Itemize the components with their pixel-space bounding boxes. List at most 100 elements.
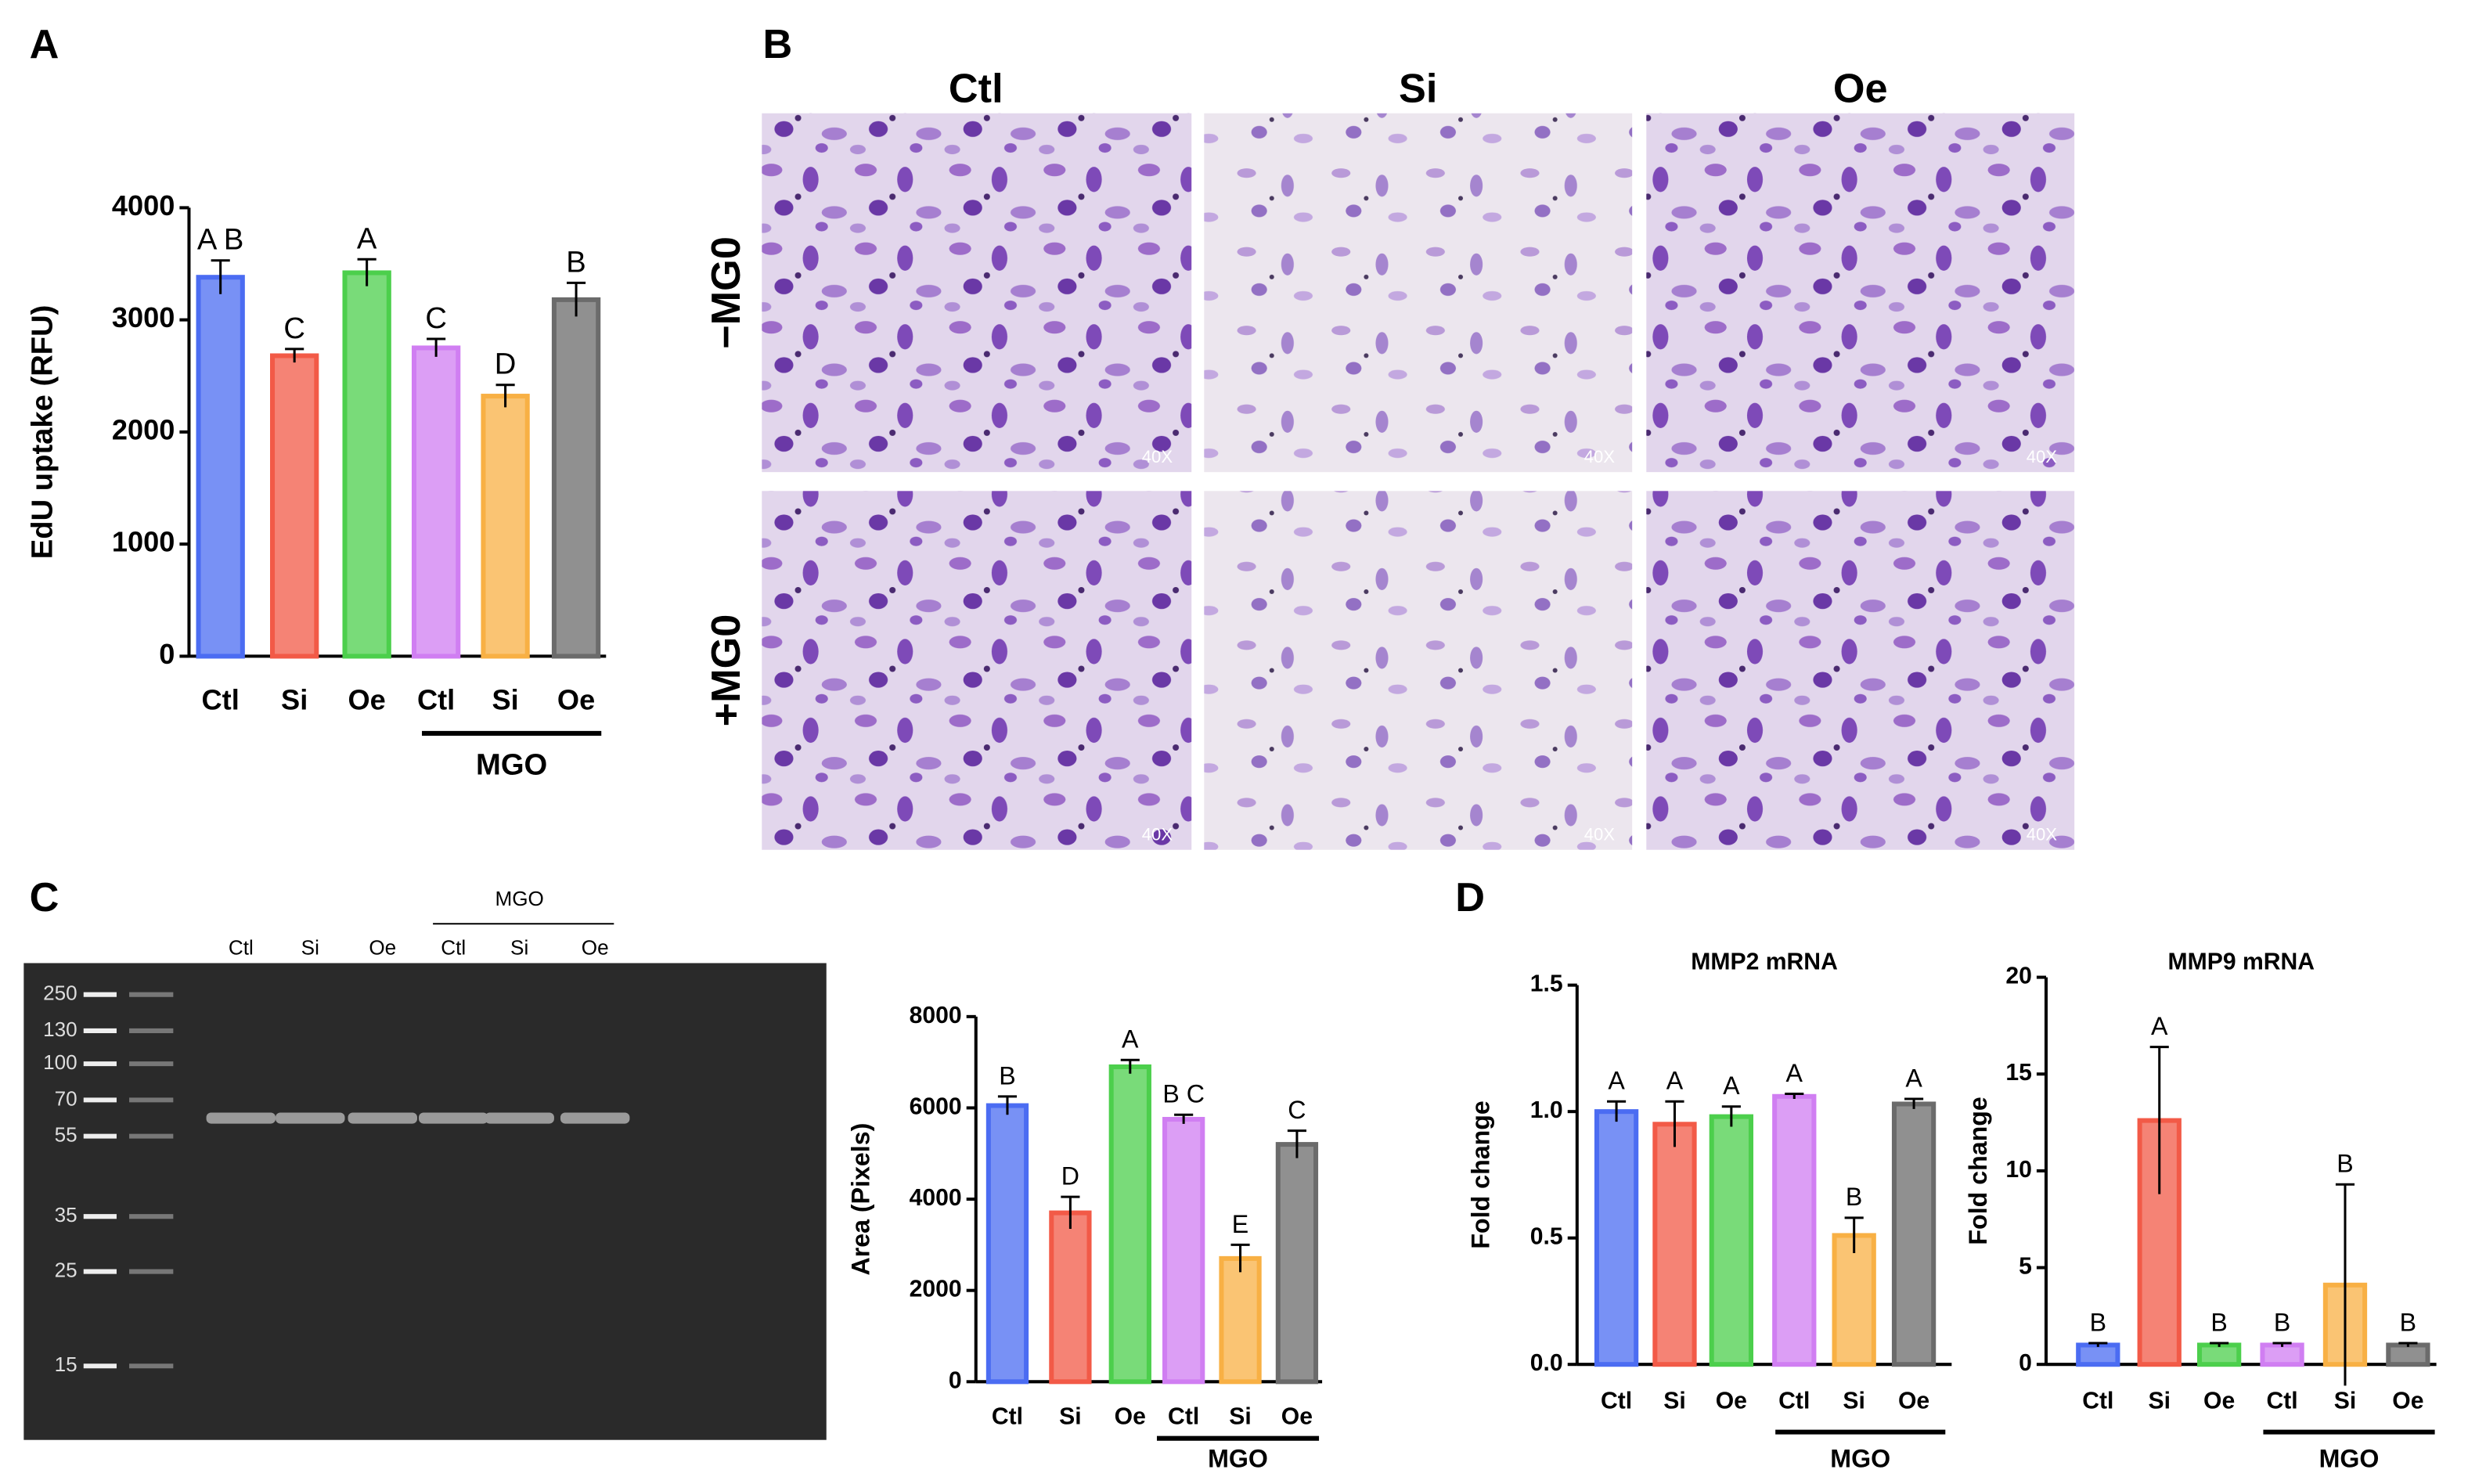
error-bar [1844, 1216, 1864, 1254]
y-tick-label: 1.5 [1530, 971, 1563, 997]
x-tick-label: Si [2334, 1388, 2356, 1414]
y-tick-label: 0 [159, 638, 175, 670]
ladder-label: 55 [55, 1123, 77, 1147]
significance-letter: A [357, 222, 377, 255]
x-tick-label: Ctl [2082, 1388, 2113, 1414]
x-tick-label: Si [492, 683, 518, 715]
micrographs [762, 113, 2075, 850]
ladder-label: 130 [43, 1018, 77, 1041]
error-bar [1721, 1105, 1741, 1127]
error-bar [1607, 1100, 1627, 1122]
gel-band [348, 1112, 417, 1124]
bar [2196, 1342, 2242, 1367]
significance-letter: A [1608, 1067, 1625, 1095]
y-tick-label: 3000 [112, 301, 175, 333]
bar [1772, 1093, 1817, 1367]
significance-letter: D [1061, 1162, 1079, 1190]
significance-letter: B [1846, 1183, 1862, 1211]
x-tick-label: Oe [348, 683, 386, 715]
chart-title: MMP2 mRNA [1691, 949, 1838, 974]
y-tick-label: 1.0 [1530, 1097, 1563, 1123]
error-bar [357, 258, 377, 286]
x-tick-label: Oe [2392, 1388, 2423, 1414]
x-tick-label: Ctl [992, 1404, 1023, 1430]
y-axis-label: EdU uptake (RFU) [26, 305, 59, 560]
x-tick-label: Ctl [1601, 1388, 1632, 1414]
significance-letter: B C [1162, 1080, 1205, 1108]
error-bar [2272, 1342, 2292, 1347]
bar [1832, 1233, 1876, 1367]
y-tick-label: 2000 [910, 1277, 962, 1302]
error-bar [2335, 1183, 2355, 1386]
significance-letter: C [1288, 1096, 1306, 1124]
x-tick-label: Oe [2203, 1388, 2235, 1414]
column-label: Ctl [949, 66, 1003, 111]
micrograph [762, 113, 1192, 473]
bar [1108, 1064, 1151, 1385]
ladder-label: 250 [43, 982, 77, 1005]
y-tick-label: 4000 [910, 1185, 962, 1211]
error-bar [2149, 1046, 2169, 1194]
column-label: Oe [1833, 66, 1888, 111]
magnification: 40X [1584, 824, 1616, 844]
x-tick-label: Ctl [417, 683, 455, 715]
error-bar [211, 259, 230, 294]
lane-label: Oe [369, 935, 396, 959]
bar [1219, 1255, 1262, 1385]
micrograph [1646, 113, 2075, 473]
y-tick-label: 8000 [910, 1003, 962, 1028]
gel-band [485, 1112, 554, 1124]
lane-label: Ctl [441, 935, 466, 959]
bar [1709, 1114, 1753, 1367]
y-tick-label: 1000 [112, 526, 175, 558]
bar [1594, 1109, 1639, 1367]
significance-letter: A B [197, 223, 243, 257]
x-tick-label: Ctl [1168, 1404, 1199, 1430]
error-bar [2210, 1342, 2229, 1347]
x-tick-label: Si [1663, 1388, 1685, 1414]
bar [1162, 1117, 1205, 1385]
y-tick-label: 0 [949, 1367, 962, 1393]
y-tick-label: 6000 [910, 1093, 962, 1119]
panel-label: A [30, 22, 59, 67]
micrograph [1204, 113, 1633, 473]
panel-label: C [30, 875, 59, 920]
significance-letter: C [283, 312, 305, 345]
row-label: +MG0 [704, 614, 749, 727]
x-tick-label: Si [1843, 1388, 1865, 1414]
significance-letter: A [1122, 1025, 1139, 1054]
error-bar [1287, 1129, 1306, 1158]
lane-label: Si [301, 935, 319, 959]
y-tick-label: 15 [2005, 1060, 2032, 1086]
x-tick-label: Oe [1898, 1388, 1929, 1414]
significance-letter: C [425, 301, 447, 335]
significance-letter: B [566, 245, 585, 279]
y-axis-label: Fold change [1467, 1100, 1495, 1248]
row-label: −MG0 [704, 236, 749, 349]
bar [342, 270, 391, 659]
bar [270, 353, 319, 659]
y-axis-label: Fold change [1964, 1097, 1992, 1244]
gel-band [419, 1112, 488, 1124]
x-tick-label: Ctl [1778, 1388, 1810, 1414]
group-label: MGO [476, 747, 547, 781]
bar [1891, 1101, 1937, 1367]
panel-label: B [763, 22, 793, 67]
group-label: MGO [495, 887, 543, 910]
significance-letter: B [2336, 1150, 2353, 1178]
significance-letter: B [999, 1061, 1015, 1090]
bar [1652, 1122, 1697, 1367]
error-bar [1120, 1058, 1140, 1074]
gel-band [560, 1112, 630, 1124]
magnification: 40X [1142, 824, 1173, 844]
significance-letter: E [1232, 1210, 1248, 1238]
column-label: Si [1399, 66, 1437, 111]
bar [2260, 1342, 2304, 1367]
lane-label: Oe [582, 935, 609, 959]
x-tick-label: Oe [1281, 1404, 1313, 1430]
bar [1275, 1142, 1319, 1385]
y-tick-label: 20 [2005, 964, 2032, 989]
error-bar [1785, 1093, 1804, 1100]
significance-letter: A [1786, 1059, 1803, 1087]
